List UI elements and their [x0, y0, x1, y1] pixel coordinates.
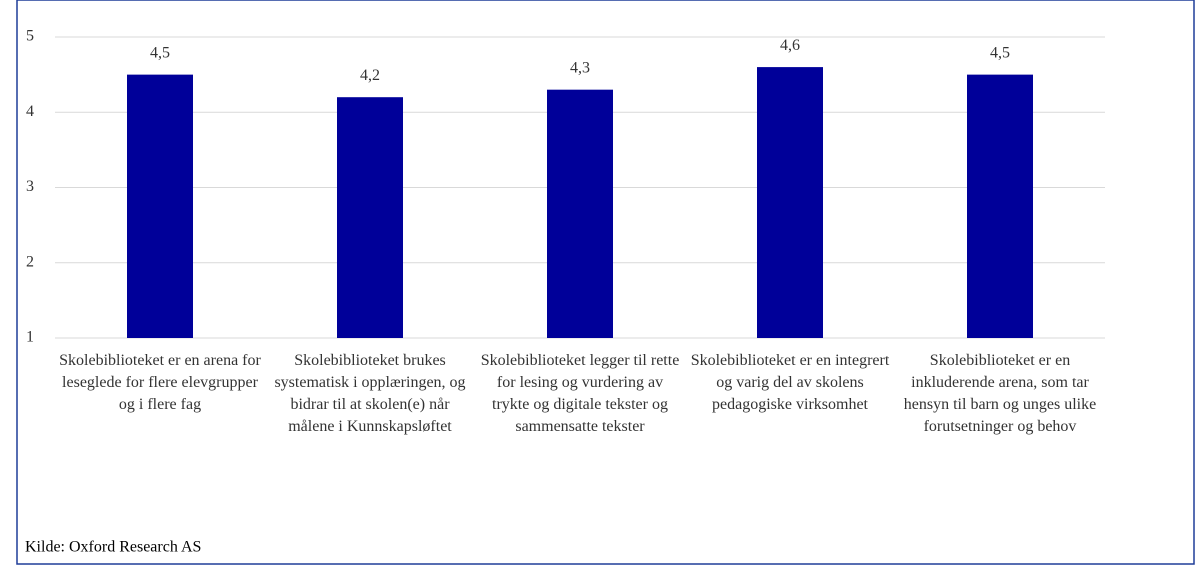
bar: [547, 89, 613, 338]
frame: [16, 0, 1195, 565]
bar: [757, 67, 823, 338]
y-tick-label: 4: [26, 103, 34, 120]
x-tick-label: Skolebiblioteket legger til rette for les…: [481, 352, 680, 435]
x-tick-label: Skolebiblioteket brukes systematisk i opp…: [274, 352, 465, 435]
x-tick-label: Skolebiblioteket er en arena for lesegled…: [59, 352, 261, 413]
bar: [127, 74, 193, 338]
y-tick-label: 3: [26, 178, 34, 195]
y-tick-label: 2: [26, 253, 34, 270]
x-tick-label: Skolebiblioteket er en integrert og varig…: [691, 352, 890, 413]
y-tick-label: 5: [26, 28, 34, 45]
value-label: 4,6: [780, 37, 800, 54]
bar: [337, 97, 403, 338]
source-note: Kilde: Oxford Research AS: [25, 539, 201, 556]
bar: [967, 74, 1033, 338]
value-label: 4,5: [150, 44, 170, 61]
value-label: 4,3: [570, 59, 590, 76]
value-label: 4,2: [360, 67, 380, 84]
value-label: 4,5: [990, 44, 1010, 61]
y-tick-label: 1: [26, 329, 34, 346]
x-tick-label: Skolebiblioteket er en inkluderende arena…: [904, 352, 1096, 435]
